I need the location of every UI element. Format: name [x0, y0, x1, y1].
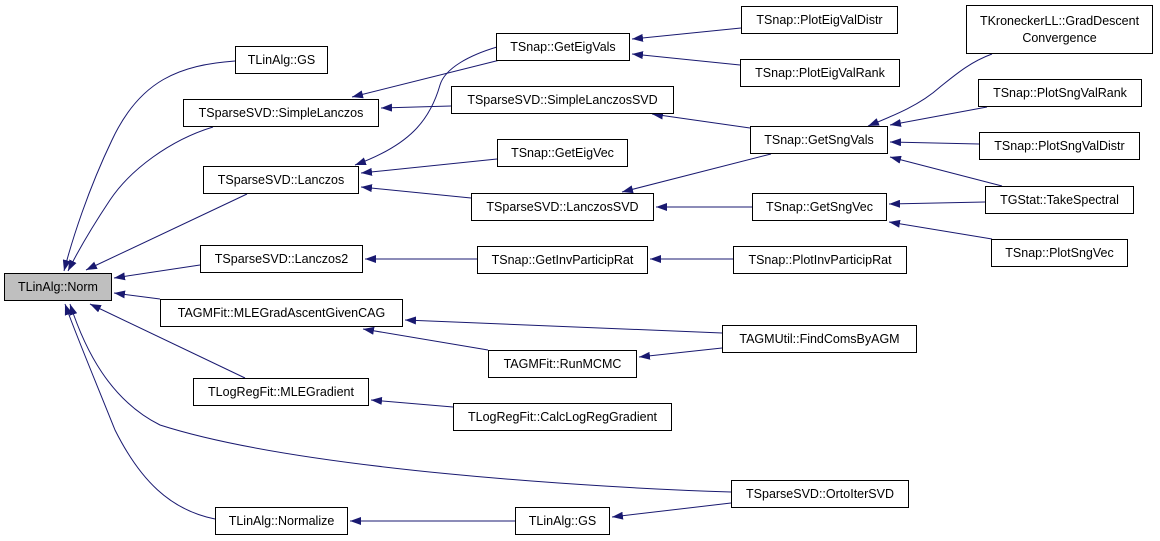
- edge-lanczos_svd-to-lanczos: [360, 184, 472, 199]
- edge-calc_log_reg_gradient-to-mle_gradient: [370, 396, 454, 408]
- node-plot-sng-val-rank[interactable]: TSnap::PlotSngValRank: [978, 79, 1142, 107]
- edge-simple_lanczos-to-norm: [67, 126, 214, 272]
- node-simple-lanczos[interactable]: TSparseSVD::SimpleLanczos: [183, 99, 379, 127]
- node-gs-bottom[interactable]: TLinAlg::GS: [515, 507, 610, 535]
- edge-mle_grad_ascent-to-norm: [113, 290, 161, 300]
- node-grad-descent-convergence[interactable]: TKroneckerLL::GradDescent Convergence: [966, 5, 1153, 54]
- edge-find_coms_by_agm-to-run_mcmc: [638, 347, 723, 360]
- edge-orto_iter_svd-to-norm: [69, 303, 732, 493]
- node-mle-gradient[interactable]: TLogRegFit::MLEGradient: [193, 378, 369, 406]
- edge-plot_eig_val_rank-to-get_eig_vals: [631, 51, 741, 66]
- node-get-eig-vals[interactable]: TSnap::GetEigVals: [496, 33, 630, 61]
- node-calc-log-reg-gradient[interactable]: TLogRegFit::CalcLogRegGradient: [453, 403, 672, 431]
- edge-mle_gradient-to-norm: [89, 303, 246, 379]
- node-normalize[interactable]: TLinAlg::Normalize: [215, 507, 348, 535]
- edge-lanczos2-to-norm: [113, 264, 201, 281]
- edge-get_sng_vals-to-lanczos_svd: [621, 153, 772, 194]
- edge-get_eig_vec-to-lanczos: [360, 158, 498, 176]
- node-plot-eig-val-rank[interactable]: TSnap::PlotEigValRank: [740, 59, 900, 87]
- node-orto-iter-svd[interactable]: TSparseSVD::OrtoIterSVD: [731, 480, 909, 508]
- node-gs-top[interactable]: TLinAlg::GS: [235, 46, 328, 74]
- edge-find_coms_by_agm-to-mle_grad_ascent: [404, 316, 723, 334]
- node-lanczos[interactable]: TSparseSVD::Lanczos: [203, 166, 359, 194]
- edge-plot_eig_val_distr-to-get_eig_vals: [631, 27, 742, 42]
- edge-simple_lanczos_svd-to-simple_lanczos: [380, 103, 452, 112]
- edge-gs_top-to-norm: [62, 60, 236, 272]
- edge-get_sng_vals-to-simple_lanczos_svd: [651, 111, 751, 129]
- edge-grad_descent_convergence-to-get_sng_vals: [867, 53, 993, 127]
- edge-take_spectral-to-get_sng_vals: [889, 155, 1003, 187]
- edge-lanczos-to-norm: [85, 193, 248, 271]
- node-get-inv-particip-rat[interactable]: TSnap::GetInvParticipRat: [477, 246, 648, 274]
- edge-plot_sng_vec-to-get_sng_vec: [888, 219, 993, 240]
- node-simple-lanczos-svd[interactable]: TSparseSVD::SimpleLanczosSVD: [451, 86, 674, 114]
- edge-get_eig_vals-to-lanczos: [354, 46, 498, 166]
- edge-take_spectral-to-get_sng_vec: [888, 199, 986, 208]
- edge-plot_sng_val_rank-to-get_sng_vals: [889, 106, 988, 127]
- edge-get_eig_vals-to-simple_lanczos: [351, 59, 501, 99]
- node-norm: TLinAlg::Norm: [4, 273, 112, 301]
- node-get-sng-vec[interactable]: TSnap::GetSngVec: [752, 193, 887, 221]
- node-plot-sng-vec[interactable]: TSnap::PlotSngVec: [991, 239, 1128, 267]
- edge-plot_sng_val_distr-to-get_sng_vals: [889, 138, 980, 147]
- node-plot-inv-particip-rat[interactable]: TSnap::PlotInvParticipRat: [733, 246, 907, 274]
- edge-normalize-to-norm: [64, 303, 216, 520]
- node-get-sng-vals[interactable]: TSnap::GetSngVals: [750, 126, 888, 154]
- node-take-spectral[interactable]: TGStat::TakeSpectral: [985, 186, 1134, 214]
- node-mle-grad-ascent[interactable]: TAGMFit::MLEGradAscentGivenCAG: [160, 299, 403, 327]
- node-plot-sng-val-distr[interactable]: TSnap::PlotSngValDistr: [979, 132, 1140, 160]
- node-find-coms-by-agm[interactable]: TAGMUtil::FindComsByAGM: [722, 325, 917, 353]
- node-run-mcmc[interactable]: TAGMFit::RunMCMC: [488, 350, 637, 378]
- edge-run_mcmc-to-mle_grad_ascent: [362, 326, 489, 351]
- edge-orto_iter_svd-to-gs_bottom: [611, 502, 732, 520]
- node-plot-eig-val-distr[interactable]: TSnap::PlotEigValDistr: [741, 6, 898, 34]
- node-lanczos2[interactable]: TSparseSVD::Lanczos2: [200, 245, 363, 273]
- node-lanczos-svd[interactable]: TSparseSVD::LanczosSVD: [471, 193, 654, 221]
- node-get-eig-vec[interactable]: TSnap::GetEigVec: [497, 139, 628, 167]
